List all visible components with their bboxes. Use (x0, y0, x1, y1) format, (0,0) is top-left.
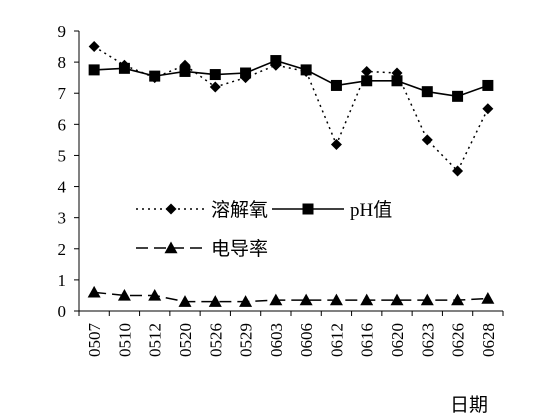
x-tick-label: 0529 (237, 323, 256, 357)
x-tick-label: 0626 (449, 323, 468, 357)
legend-label: 电导率 (211, 238, 268, 260)
series-3 (87, 285, 495, 307)
x-tick-label: 0623 (418, 323, 437, 357)
data-point (87, 285, 101, 298)
x-tick-label: 0620 (388, 323, 407, 357)
y-tick-label: 9 (58, 22, 67, 41)
data-point (178, 295, 192, 307)
y-tick-label: 1 (58, 271, 67, 290)
data-point (148, 288, 162, 301)
data-point (299, 293, 313, 306)
data-point (117, 288, 131, 301)
x-tick-label: 0606 (297, 323, 316, 357)
data-point (452, 90, 464, 102)
y-tick-label: 7 (58, 84, 67, 103)
data-point (88, 41, 100, 53)
data-point (421, 134, 433, 146)
series-line (94, 291, 488, 303)
data-point (390, 293, 404, 306)
legend-marker (302, 203, 314, 215)
data-point (209, 69, 221, 81)
series-2 (88, 55, 494, 102)
x-tick-label: 0628 (479, 323, 498, 357)
data-point (300, 64, 312, 76)
series-1 (88, 41, 494, 177)
legend-item: pH值 (272, 199, 392, 221)
data-point (361, 65, 373, 77)
y-tick-label: 2 (58, 240, 67, 259)
x-tick-label: 0510 (115, 323, 134, 357)
x-tick-label: 0616 (358, 323, 377, 357)
x-axis-label: 日期 (450, 394, 488, 416)
x-tick-label: 0520 (176, 323, 195, 357)
y-axis-ticks: 0 1 2 3 4 5 6 7 8 9 (58, 22, 79, 321)
y-tick-label: 0 (58, 302, 67, 321)
x-axis-ticks: 0507 0510 0512 0520 0526 0529 0603 0606 0612 0616… (78, 311, 504, 358)
data-point (179, 65, 191, 77)
data-point (208, 295, 222, 307)
legend-item: 电导率 (136, 238, 268, 260)
legend-label: 溶解氧 (211, 199, 268, 221)
legend-marker (164, 241, 178, 254)
data-point (482, 103, 494, 115)
data-point (118, 62, 130, 74)
y-tick-label: 8 (58, 53, 67, 72)
data-point (452, 165, 464, 177)
data-point (270, 55, 282, 67)
y-tick-label: 4 (58, 178, 67, 197)
legend-item: 溶解氧 (136, 199, 268, 221)
data-point (329, 293, 343, 306)
series-layer (87, 41, 495, 307)
data-point (330, 79, 342, 91)
data-point (361, 75, 373, 87)
data-point (88, 64, 100, 76)
data-point (239, 295, 253, 307)
data-point (420, 293, 434, 306)
x-tick-label: 0612 (327, 323, 346, 357)
y-tick-label: 5 (58, 146, 67, 165)
data-point (481, 292, 495, 304)
data-point (209, 81, 221, 93)
data-point (330, 139, 342, 151)
data-point (451, 293, 465, 306)
legend-marker (165, 203, 177, 215)
data-point (240, 67, 252, 79)
x-tick-label: 0512 (146, 323, 165, 357)
data-point (149, 70, 161, 82)
data-point (482, 79, 494, 91)
x-tick-label: 0526 (206, 323, 225, 357)
y-tick-label: 6 (58, 115, 67, 134)
x-tick-label: 0507 (85, 323, 104, 358)
y-tick-label: 3 (58, 209, 67, 228)
data-point (421, 86, 433, 98)
data-point (360, 293, 374, 306)
x-tick-label: 0603 (267, 323, 286, 357)
data-point (391, 75, 403, 87)
data-point (269, 293, 283, 306)
legend-label: pH值 (350, 199, 392, 221)
